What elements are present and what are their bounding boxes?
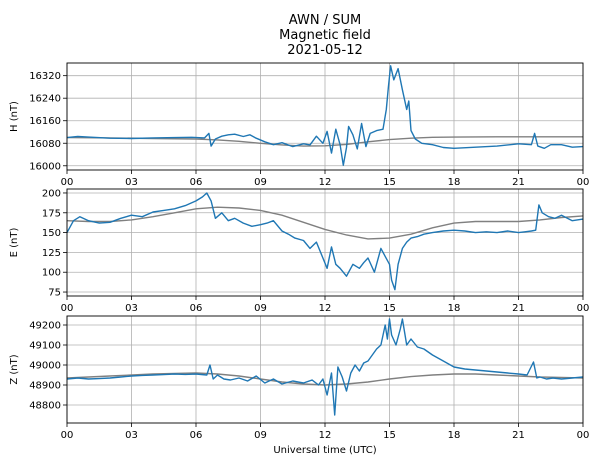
x-axis-label: Universal time (UTC) — [273, 445, 376, 456]
panel-z-y-tick-label: 48900 — [29, 381, 61, 392]
panels: 00 03 06 09 12 15 18 21 001600016080161601624016… — [9, 62, 590, 441]
panel-z-y-tick-label: 49100 — [29, 341, 61, 352]
panel-z-x-tick-label: 12 — [319, 430, 332, 441]
panel-e-data-line — [66, 192, 584, 291]
panel-e-x-tick-label: 06 — [190, 303, 203, 314]
panel-z-y-tick-label: 49200 — [29, 321, 61, 332]
figure-title-line-3: 2021-05-12 — [287, 43, 363, 58]
panel-h-y-tick-label: 16080 — [29, 139, 61, 150]
panel-z-x-tick-label: 21 — [512, 430, 525, 441]
panel-z-x-tick-label: 00 — [61, 430, 74, 441]
panel-h-baseline-line — [66, 136, 583, 147]
panel-h-x-tick-label: 00 — [577, 177, 590, 188]
panel-e-y-axis-label: E (nT) — [9, 228, 20, 258]
panel-z-y-tick-label: 48800 — [29, 401, 61, 412]
panel-h-y-tick-label: 16240 — [29, 94, 61, 105]
panel-z-x-tick-label: 18 — [448, 430, 461, 441]
panel-h-x-tick-label: 00 — [61, 177, 74, 188]
panel-e-x-tick-label: 15 — [383, 303, 396, 314]
panel-h-x-tick-label: 03 — [125, 177, 138, 188]
panel-h-x-tick-label: 21 — [512, 177, 525, 188]
panel-h-x-tick-label: 06 — [190, 177, 203, 188]
panel-e-y-tick-label: 200 — [42, 188, 61, 199]
panel-e-y-tick-label: 75 — [48, 288, 61, 299]
panel-h-x-tick-label: 18 — [448, 177, 461, 188]
panel-z-y-tick-label: 49000 — [29, 361, 61, 372]
panel-e-x-tick-label: 09 — [254, 303, 267, 314]
figure-title-line-2: Magnetic field — [279, 28, 371, 43]
panel-z-x-tick-label: 00 — [577, 430, 590, 441]
panel-e-x-tick-label: 18 — [448, 303, 461, 314]
panel-e-x-tick-label: 00 — [61, 303, 74, 314]
panel-e-x-tick-label: 03 — [125, 303, 138, 314]
panel-z-x-tick-label: 03 — [125, 430, 138, 441]
panel-e-y-tick-label: 150 — [42, 228, 61, 239]
panel-z-x-tick-label: 06 — [190, 430, 203, 441]
panel-e-y-tick-label: 175 — [42, 208, 61, 219]
panel-h-x-tick-label: 12 — [319, 177, 332, 188]
panel-h-data-line — [66, 65, 584, 166]
panel-h: 00 03 06 09 12 15 18 21 001600016080161601624016… — [9, 62, 590, 188]
panel-e-y-tick-label: 100 — [42, 268, 61, 279]
panel-e-y-tick-label: 125 — [42, 248, 61, 259]
panel-h-x-tick-label: 15 — [383, 177, 396, 188]
panel-h-y-tick-label: 16320 — [29, 71, 61, 82]
panel-e-baseline-line — [66, 206, 584, 240]
panel-z-x-tick-label: 09 — [254, 430, 267, 441]
panel-z: 00 03 06 09 12 15 18 21 00 48800 48900 49000 49100 49… — [9, 315, 590, 441]
panel-e-x-tick-label: 12 — [319, 303, 332, 314]
panel-z-y-axis-label: Z (nT) — [9, 354, 20, 384]
panel-h-y-tick-label: 16160 — [29, 116, 61, 127]
figure-title-line-1: AWN / SUM — [289, 13, 361, 28]
panel-h-y-axis-label: H (nT) — [9, 101, 20, 132]
panel-h-y-tick-label: 16000 — [29, 161, 61, 172]
panel-h-x-tick-label: 09 — [254, 177, 267, 188]
panel-e-x-tick-label: 00 — [577, 303, 590, 314]
panel-z-x-tick-label: 15 — [383, 430, 396, 441]
panel-z-data-line — [66, 318, 584, 416]
panel-e-x-tick-label: 21 — [512, 303, 525, 314]
